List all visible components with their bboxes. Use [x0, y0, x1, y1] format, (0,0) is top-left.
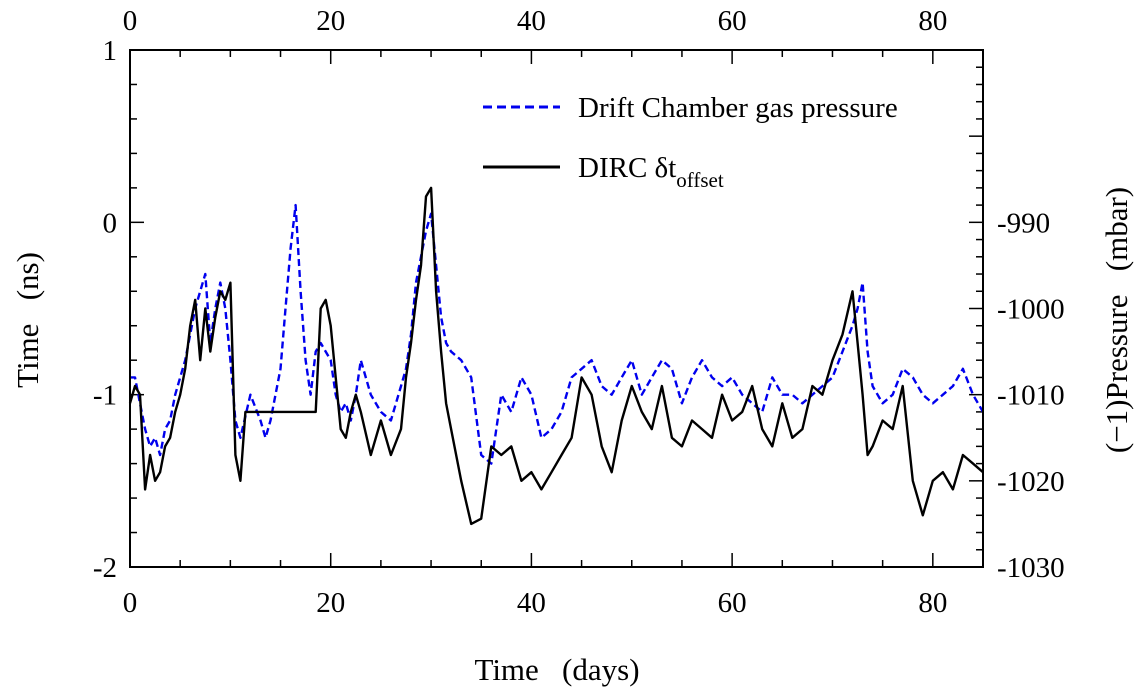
x-top-tick-label: 60	[718, 5, 747, 37]
legend-label-pressure: Drift Chamber gas pressure	[578, 92, 898, 124]
series-line-pressure	[130, 203, 985, 465]
x-top-tick-label: 20	[316, 5, 345, 37]
series-layer	[128, 186, 985, 526]
x-axis-title: Time (days)	[474, 652, 639, 687]
x-tick-label: 0	[123, 587, 138, 619]
legend: Drift Chamber gas pressure DIRC δtoffset	[483, 92, 898, 192]
axis-ticks	[129, 49, 984, 568]
right-tick-label: -1020	[997, 466, 1065, 498]
series-line-dirc	[128, 186, 984, 526]
plot-frame	[129, 49, 984, 568]
right-tick-label: -1010	[997, 380, 1065, 412]
y-tick-label: 1	[103, 35, 118, 67]
x-tick-label: 60	[718, 587, 747, 619]
legend-label-dirc-main: DIRC δt	[578, 152, 676, 184]
legend-label-dirc-subscript: offset	[676, 168, 724, 192]
x-tick-label: 80	[918, 587, 947, 619]
right-tick-label: -1000	[997, 294, 1065, 326]
y-tick-label: -1	[93, 380, 117, 412]
legend-label-dirc: DIRC δtoffset	[578, 152, 724, 192]
x-tick-label: 40	[517, 587, 546, 619]
right-tick-label: -1030	[997, 552, 1065, 584]
x-top-tick-label: 80	[918, 5, 947, 37]
tick-labels: 0 20 40 60 800 20 40 60 80-2-101-1030-1020-1010-…	[93, 5, 1065, 619]
x-top-tick-label: 40	[517, 5, 546, 37]
x-tick-label: 20	[316, 587, 345, 619]
right-tick-label: -990	[997, 207, 1050, 239]
x-top-tick-label: 0	[123, 5, 138, 37]
y-axis-title: Time (ns)	[10, 252, 45, 388]
y-tick-label: -2	[93, 552, 117, 584]
right-axis-title: (−1)Pressure (mbar)	[1099, 187, 1134, 453]
y-tick-label: 0	[103, 207, 118, 239]
